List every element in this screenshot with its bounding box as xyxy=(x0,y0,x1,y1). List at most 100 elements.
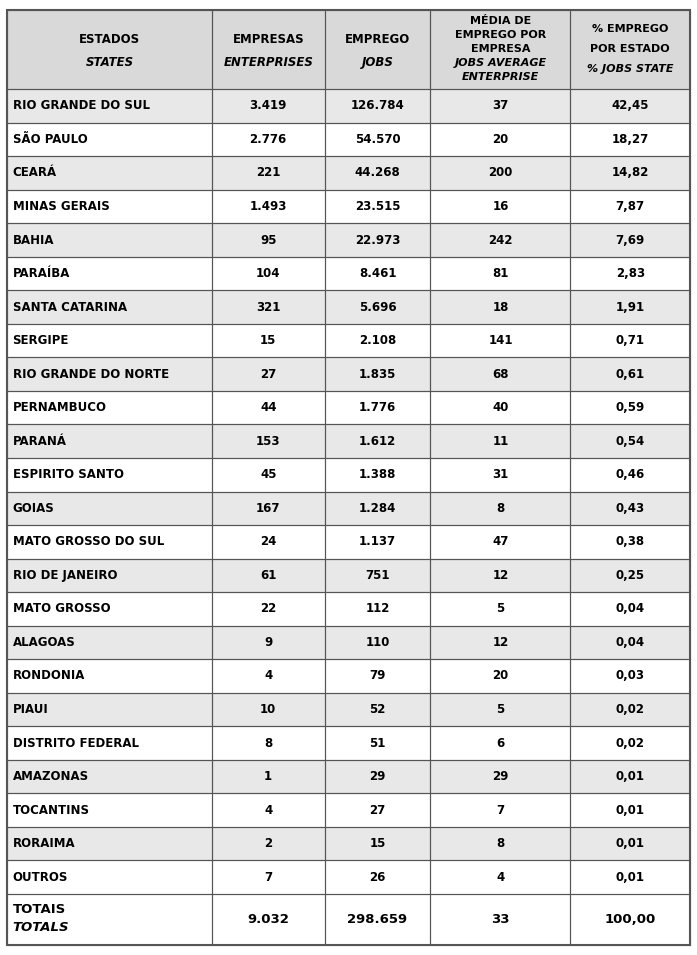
Bar xyxy=(7,760,212,794)
Text: SERGIPE: SERGIPE xyxy=(13,334,69,347)
Bar xyxy=(570,424,690,458)
Bar xyxy=(212,860,325,894)
Bar xyxy=(431,659,570,692)
Bar xyxy=(325,727,431,760)
Text: 0,01: 0,01 xyxy=(615,838,645,850)
Bar xyxy=(7,157,212,190)
Bar xyxy=(325,760,431,794)
Text: 20: 20 xyxy=(492,669,509,683)
Bar xyxy=(431,290,570,324)
Bar xyxy=(570,626,690,659)
Bar xyxy=(570,692,690,727)
Text: CEARÁ: CEARÁ xyxy=(13,166,56,180)
Text: 1.612: 1.612 xyxy=(359,435,396,448)
Bar xyxy=(7,659,212,692)
Bar xyxy=(570,89,690,122)
Text: 10: 10 xyxy=(260,703,277,716)
Bar xyxy=(325,458,431,492)
Bar xyxy=(7,760,212,794)
Text: 18,27: 18,27 xyxy=(612,133,649,146)
Bar xyxy=(212,290,325,324)
Text: 2,83: 2,83 xyxy=(615,267,645,280)
Text: EMPREGO: EMPREGO xyxy=(345,33,410,46)
Bar xyxy=(570,290,690,324)
Text: 4: 4 xyxy=(264,669,273,683)
Bar xyxy=(7,492,212,525)
Bar xyxy=(325,223,431,257)
Text: 167: 167 xyxy=(256,501,280,515)
Bar xyxy=(431,89,570,122)
Bar xyxy=(431,223,570,257)
Bar xyxy=(7,860,212,894)
Text: SANTA CATARINA: SANTA CATARINA xyxy=(13,301,127,313)
Bar xyxy=(7,190,212,223)
Bar xyxy=(212,794,325,827)
Text: ENTERPRISES: ENTERPRISES xyxy=(223,56,313,70)
Bar xyxy=(325,424,431,458)
Text: PARANÁ: PARANÁ xyxy=(13,435,66,448)
Bar xyxy=(212,592,325,626)
Text: 7: 7 xyxy=(264,871,273,883)
Bar xyxy=(7,391,212,424)
Bar xyxy=(212,727,325,760)
Bar xyxy=(570,122,690,157)
Bar xyxy=(570,592,690,626)
Bar xyxy=(212,122,325,157)
Bar xyxy=(431,190,570,223)
Bar xyxy=(570,424,690,458)
Text: 2.776: 2.776 xyxy=(250,133,287,146)
Text: 0,71: 0,71 xyxy=(615,334,645,347)
Text: 100,00: 100,00 xyxy=(604,913,656,926)
Text: 40: 40 xyxy=(492,401,509,414)
Bar xyxy=(212,223,325,257)
Text: 45: 45 xyxy=(260,468,277,481)
Text: 0,54: 0,54 xyxy=(615,435,645,448)
Bar xyxy=(7,290,212,324)
Bar xyxy=(325,626,431,659)
Bar xyxy=(212,190,325,223)
Text: 5.696: 5.696 xyxy=(359,301,397,313)
Bar xyxy=(212,257,325,290)
Text: PERNAMBUCO: PERNAMBUCO xyxy=(13,401,107,414)
Bar xyxy=(570,257,690,290)
Bar xyxy=(431,391,570,424)
Bar xyxy=(325,257,431,290)
Text: 242: 242 xyxy=(488,234,513,246)
Bar xyxy=(212,458,325,492)
Text: 14,82: 14,82 xyxy=(611,166,649,180)
Bar xyxy=(212,290,325,324)
Bar xyxy=(212,794,325,827)
Bar xyxy=(325,592,431,626)
Bar xyxy=(570,492,690,525)
Bar xyxy=(570,122,690,157)
Bar xyxy=(325,157,431,190)
Bar xyxy=(431,324,570,357)
Text: 0,04: 0,04 xyxy=(615,636,645,649)
Text: 9.032: 9.032 xyxy=(247,913,289,926)
Text: 0,04: 0,04 xyxy=(615,603,645,615)
Bar xyxy=(570,692,690,727)
Text: MATO GROSSO: MATO GROSSO xyxy=(13,603,110,615)
Bar xyxy=(570,727,690,760)
Text: 126.784: 126.784 xyxy=(351,99,404,113)
Text: TOTAIS: TOTAIS xyxy=(13,902,66,916)
Text: 0,38: 0,38 xyxy=(615,536,645,548)
Bar xyxy=(431,760,570,794)
Text: POR ESTADO: POR ESTADO xyxy=(590,44,670,54)
Text: 27: 27 xyxy=(369,804,385,817)
Bar xyxy=(7,659,212,692)
Bar xyxy=(7,391,212,424)
Bar xyxy=(570,525,690,559)
Bar xyxy=(570,592,690,626)
Bar xyxy=(431,89,570,122)
Bar xyxy=(570,794,690,827)
Text: STATES: STATES xyxy=(85,56,134,70)
Bar xyxy=(431,794,570,827)
Bar xyxy=(431,122,570,157)
Bar xyxy=(325,122,431,157)
Bar xyxy=(431,157,570,190)
Text: JOBS: JOBS xyxy=(362,56,394,70)
Bar xyxy=(7,894,212,945)
Text: 22.973: 22.973 xyxy=(355,234,400,246)
Bar xyxy=(7,727,212,760)
